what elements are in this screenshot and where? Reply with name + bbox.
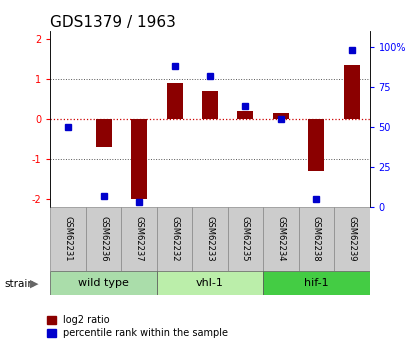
Text: GSM62238: GSM62238 (312, 216, 321, 262)
Text: GSM62236: GSM62236 (99, 216, 108, 262)
Bar (167, 83, 183, 119)
Text: GSM62234: GSM62234 (276, 216, 286, 262)
Bar (263, 271, 370, 295)
Bar (344, 65, 360, 119)
Text: GSM62237: GSM62237 (134, 216, 144, 262)
Text: vhl-1: vhl-1 (196, 278, 224, 288)
Bar (228, 207, 263, 271)
Bar (121, 207, 157, 271)
Text: GSM62233: GSM62233 (205, 216, 215, 262)
Text: GSM62231: GSM62231 (64, 216, 73, 262)
Legend: log2 ratio, percentile rank within the sample: log2 ratio, percentile rank within the s… (47, 315, 228, 338)
Text: strain: strain (4, 279, 34, 288)
Bar (273, 113, 289, 119)
Bar (299, 207, 334, 271)
Bar (334, 207, 370, 271)
Text: wild type: wild type (78, 278, 129, 288)
Text: hif-1: hif-1 (304, 278, 329, 288)
Bar (50, 271, 157, 295)
Bar (202, 91, 218, 119)
Bar (237, 111, 253, 119)
Bar (192, 207, 228, 271)
Bar (131, 119, 147, 199)
Bar (263, 207, 299, 271)
Text: GSM62232: GSM62232 (170, 216, 179, 262)
Text: GSM62235: GSM62235 (241, 216, 250, 262)
Bar (157, 271, 263, 295)
Bar (308, 119, 324, 171)
Text: ▶: ▶ (30, 279, 39, 288)
Text: GSM62239: GSM62239 (347, 216, 356, 262)
Bar (96, 119, 112, 147)
Bar (86, 207, 121, 271)
Bar (157, 207, 192, 271)
Bar (50, 207, 86, 271)
Text: GDS1379 / 1963: GDS1379 / 1963 (50, 15, 176, 30)
